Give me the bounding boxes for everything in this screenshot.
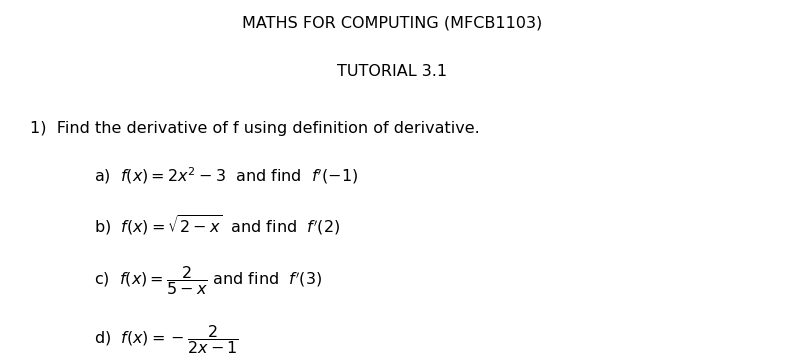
Text: MATHS FOR COMPUTING (MFCB1103): MATHS FOR COMPUTING (MFCB1103) bbox=[243, 16, 542, 31]
Text: a)  $f(x) = 2x^2 - 3$  and find  $f'(-1)$: a) $f(x) = 2x^2 - 3$ and find $f'(-1)$ bbox=[94, 165, 359, 186]
Text: 1)  Find the derivative of f using definition of derivative.: 1) Find the derivative of f using defini… bbox=[30, 121, 480, 136]
Text: c)  $f(x) = \dfrac{2}{5-x}$ and find  $f'(3)$: c) $f(x) = \dfrac{2}{5-x}$ and find $f'(… bbox=[94, 264, 323, 297]
Text: b)  $f(x) = \sqrt{2 - x}$  and find  $f'(2)$: b) $f(x) = \sqrt{2 - x}$ and find $f'(2)… bbox=[94, 213, 341, 237]
Text: d)  $f(x) = -\dfrac{2}{2x-1}$: d) $f(x) = -\dfrac{2}{2x-1}$ bbox=[94, 323, 239, 355]
Text: TUTORIAL 3.1: TUTORIAL 3.1 bbox=[338, 64, 447, 79]
